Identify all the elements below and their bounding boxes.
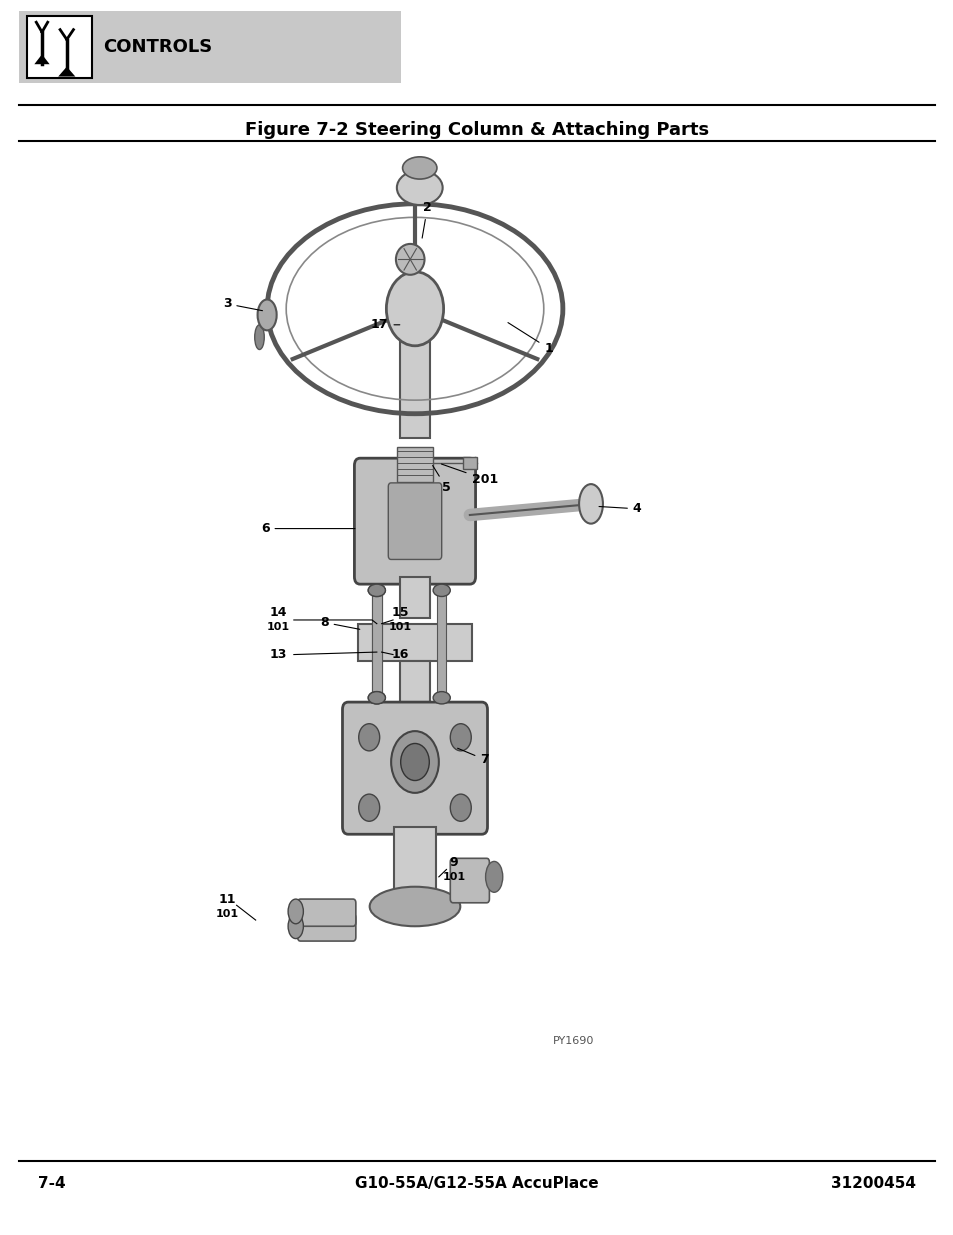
Ellipse shape	[369, 887, 459, 926]
Text: 9: 9	[449, 856, 458, 868]
Ellipse shape	[402, 157, 436, 179]
Bar	[399, 331, 430, 438]
Bar	[372, 587, 381, 698]
Text: 6: 6	[260, 522, 355, 535]
Text: 201: 201	[441, 464, 497, 485]
Text: 11: 11	[218, 893, 235, 905]
Text: 17: 17	[371, 319, 399, 331]
Polygon shape	[34, 54, 50, 64]
FancyBboxPatch shape	[297, 914, 355, 941]
Bar	[396, 447, 433, 482]
Ellipse shape	[578, 484, 602, 524]
Circle shape	[386, 272, 443, 346]
Circle shape	[358, 794, 379, 821]
Ellipse shape	[395, 245, 424, 274]
Ellipse shape	[254, 325, 264, 350]
Circle shape	[450, 794, 471, 821]
Text: 3: 3	[222, 298, 262, 311]
FancyBboxPatch shape	[19, 11, 400, 83]
Bar	[436, 587, 446, 698]
Text: 16: 16	[392, 648, 409, 661]
Circle shape	[358, 724, 379, 751]
Ellipse shape	[288, 899, 303, 924]
Text: 15: 15	[392, 606, 409, 619]
Text: 7-4: 7-4	[38, 1176, 66, 1191]
Bar	[394, 827, 436, 916]
Text: 101: 101	[215, 909, 238, 919]
Ellipse shape	[485, 862, 502, 892]
Ellipse shape	[288, 914, 303, 939]
Circle shape	[450, 724, 471, 751]
Ellipse shape	[368, 692, 385, 704]
Text: 31200454: 31200454	[830, 1176, 915, 1191]
Text: 7: 7	[457, 748, 489, 766]
Text: 2: 2	[421, 201, 432, 238]
Text: PY1690: PY1690	[553, 1036, 594, 1046]
FancyBboxPatch shape	[27, 16, 91, 78]
Text: Figure 7-2 Steering Column & Attaching Parts: Figure 7-2 Steering Column & Attaching P…	[245, 121, 708, 140]
Bar	[399, 577, 430, 618]
Ellipse shape	[396, 170, 442, 205]
FancyBboxPatch shape	[450, 858, 489, 903]
Ellipse shape	[368, 692, 385, 704]
Text: 8: 8	[319, 616, 359, 630]
Ellipse shape	[433, 692, 450, 704]
Bar	[372, 587, 381, 698]
FancyBboxPatch shape	[388, 483, 441, 559]
Text: CONTROLS: CONTROLS	[103, 38, 213, 56]
Text: 14: 14	[270, 606, 287, 619]
Bar	[462, 457, 476, 469]
Ellipse shape	[257, 300, 276, 331]
Bar	[399, 661, 430, 741]
Text: 13: 13	[270, 648, 287, 661]
Text: 5: 5	[433, 466, 451, 494]
Text: 101: 101	[442, 872, 465, 882]
Text: 101: 101	[389, 622, 412, 632]
Ellipse shape	[368, 584, 385, 597]
FancyBboxPatch shape	[297, 899, 355, 926]
FancyBboxPatch shape	[354, 458, 475, 584]
Polygon shape	[58, 67, 75, 77]
FancyBboxPatch shape	[342, 701, 487, 835]
Text: 101: 101	[267, 622, 290, 632]
Text: G10-55A/G12-55A AccuPlace: G10-55A/G12-55A AccuPlace	[355, 1176, 598, 1191]
Text: 4: 4	[598, 503, 641, 515]
Text: 1: 1	[507, 322, 553, 354]
Ellipse shape	[433, 584, 450, 597]
Circle shape	[400, 743, 429, 781]
Bar	[357, 624, 472, 661]
Circle shape	[391, 731, 438, 793]
Ellipse shape	[368, 584, 385, 597]
